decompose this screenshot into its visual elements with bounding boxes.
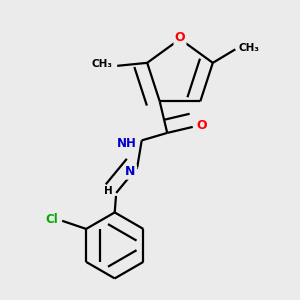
Text: N: N [125, 165, 136, 178]
Text: O: O [175, 31, 185, 44]
Text: CH₃: CH₃ [92, 59, 113, 69]
Text: CH₃: CH₃ [238, 43, 259, 53]
Text: O: O [196, 119, 207, 132]
Text: NH: NH [116, 137, 136, 150]
Text: H: H [104, 186, 113, 197]
Text: Cl: Cl [46, 212, 58, 226]
